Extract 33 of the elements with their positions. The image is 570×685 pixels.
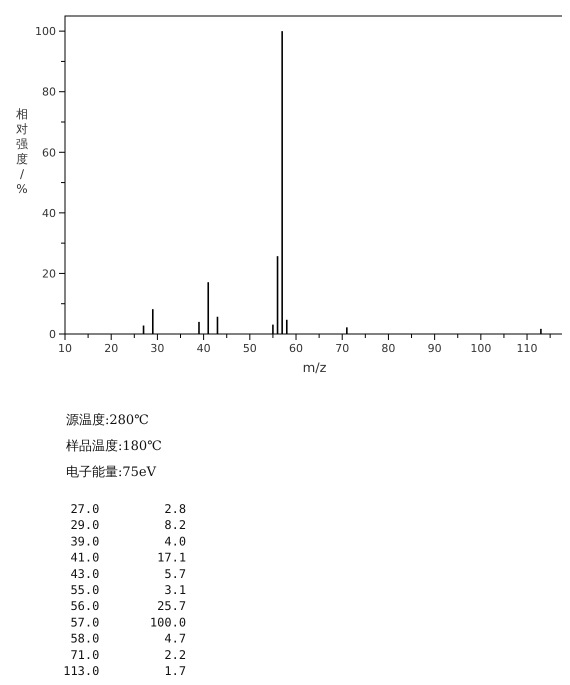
text: 43.0 5.7 [56,566,186,581]
text: 56.0 25.7 [56,599,186,614]
y-tick-label: 0 [49,328,56,341]
y-tick-label: 20 [42,267,56,280]
text: 源温度:280℃ [66,412,149,428]
x-tick-label: 10 [58,342,72,355]
text: 55.0 3.1 [56,583,186,597]
text: 样品温度:180℃ [66,438,162,454]
text: 39.0 4.0 [56,534,186,548]
x-tick-label: 30 [150,342,164,355]
x-tick-label: 40 [196,342,211,355]
text: 57.0 100.0 [56,615,186,630]
y-tick-label: 100 [35,25,56,38]
text: 29.0 8.2 [56,518,186,532]
text: 71.0 2.2 [56,648,186,662]
x-tick-label: 110 [516,342,538,355]
x-tick-label: 100 [470,342,492,355]
text: 27.0 2.8 [56,502,186,516]
y-tick-label: 80 [42,86,56,99]
x-axis-title: m/z [302,361,327,376]
text: 电子能量:75eV [66,465,157,480]
y-tick-label: 60 [42,146,56,160]
x-tick-label: 90 [428,342,442,355]
text: 113.0 1.7 [56,664,186,678]
x-tick-label: 70 [335,342,350,355]
text: 58.0 4.7 [56,632,186,646]
text: 41.0 17.1 [56,550,186,565]
x-tick-label: 60 [289,342,304,355]
y-axis-title: 相对强度/% [16,107,28,196]
x-tick-label: 50 [242,342,257,355]
x-tick-label: 20 [104,342,118,355]
x-tick-label: 80 [381,342,396,355]
y-tick-label: 40 [42,206,56,220]
